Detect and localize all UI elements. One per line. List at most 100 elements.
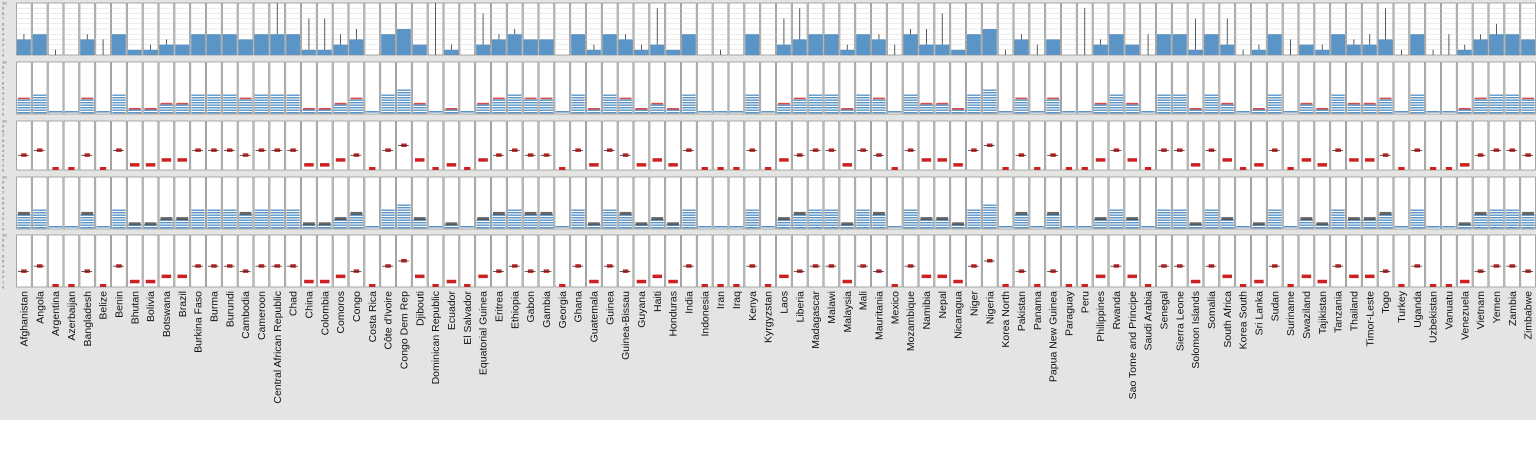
stripe bbox=[207, 224, 221, 226]
stripe bbox=[1093, 109, 1108, 111]
bar bbox=[571, 34, 585, 55]
stripe bbox=[143, 109, 158, 111]
cell-3-3 bbox=[63, 120, 80, 171]
stripe bbox=[1268, 217, 1282, 219]
stripe bbox=[808, 94, 823, 96]
stripe bbox=[935, 222, 949, 224]
stripe bbox=[492, 107, 506, 109]
stripe bbox=[1410, 214, 1424, 216]
cell-frame bbox=[348, 176, 365, 230]
stripe bbox=[80, 217, 94, 219]
stripe bbox=[1157, 212, 1171, 214]
stripe bbox=[903, 212, 918, 214]
cell-3-75 bbox=[1203, 120, 1220, 171]
x-tick-label: Georgia bbox=[557, 291, 569, 329]
cell-4-84 bbox=[1346, 176, 1362, 230]
y-tick-label: 8 bbox=[2, 243, 5, 248]
cell-5-74 bbox=[1187, 234, 1204, 288]
x-tick-label: Turkey bbox=[1396, 290, 1408, 322]
cell-frame bbox=[95, 234, 111, 288]
stripe bbox=[634, 112, 649, 114]
stripe bbox=[1410, 212, 1424, 214]
cell-2-8 bbox=[142, 61, 159, 115]
cell-5-12 bbox=[206, 234, 222, 288]
stripe bbox=[903, 222, 918, 224]
cell-4-77 bbox=[1235, 176, 1251, 230]
stripe bbox=[175, 112, 189, 114]
stripe bbox=[903, 227, 918, 229]
stripe bbox=[1125, 227, 1139, 229]
stripe bbox=[571, 212, 585, 214]
bar bbox=[745, 34, 760, 55]
cell-2-30 bbox=[491, 61, 507, 115]
cell-2-50 bbox=[807, 61, 824, 115]
stripe bbox=[1378, 109, 1393, 111]
cell-4-95 bbox=[1520, 176, 1536, 230]
cell-4-62 bbox=[997, 176, 1014, 230]
cell-4-76 bbox=[1219, 176, 1235, 230]
stripe bbox=[349, 102, 364, 104]
cell-frame bbox=[1029, 61, 1045, 115]
stripe bbox=[1283, 111, 1298, 113]
stripe bbox=[286, 222, 300, 224]
stripe bbox=[1204, 212, 1219, 214]
x-tick-label: Indonesia bbox=[699, 291, 711, 337]
cell-1-68 bbox=[1092, 2, 1109, 56]
stripe bbox=[1378, 217, 1393, 219]
stripe bbox=[17, 224, 31, 226]
cell-frame bbox=[1235, 234, 1251, 288]
stripe bbox=[571, 227, 585, 229]
stripe bbox=[729, 111, 744, 113]
bar bbox=[381, 34, 395, 55]
stripe bbox=[1109, 107, 1124, 109]
x-tick-label: Congo Dem Rep bbox=[398, 291, 410, 369]
cell-2-20 bbox=[332, 61, 349, 115]
stripe bbox=[223, 104, 237, 106]
stripe bbox=[207, 94, 221, 96]
stripe bbox=[1268, 102, 1282, 104]
stripe bbox=[80, 227, 94, 229]
stripe bbox=[745, 107, 759, 109]
cell-4-80 bbox=[1282, 176, 1299, 230]
stripe bbox=[1173, 212, 1187, 214]
stripe bbox=[745, 227, 759, 229]
cell-3-76 bbox=[1219, 120, 1235, 171]
cell-frame bbox=[206, 61, 222, 115]
stripe bbox=[254, 102, 269, 104]
marker bbox=[936, 217, 949, 221]
cell-frame bbox=[95, 120, 111, 171]
cell-4-34 bbox=[554, 176, 570, 230]
stripe bbox=[1299, 219, 1314, 221]
stripe bbox=[983, 107, 997, 109]
cell-frame bbox=[237, 176, 254, 230]
marker bbox=[1287, 167, 1294, 170]
cell-3-16 bbox=[269, 120, 285, 171]
x-tick-label: Laos bbox=[778, 291, 790, 314]
cell-3-70 bbox=[1124, 120, 1140, 171]
marker bbox=[1398, 284, 1405, 287]
stripe bbox=[1204, 214, 1219, 216]
cell-frame bbox=[174, 61, 190, 115]
bar bbox=[666, 49, 680, 55]
x-tick-label: Chad bbox=[288, 291, 300, 316]
cell-4-83 bbox=[1330, 176, 1346, 230]
cell-5-79 bbox=[1267, 234, 1283, 288]
cell-4-89 bbox=[1425, 176, 1441, 230]
cell-2-95 bbox=[1520, 61, 1536, 115]
marker bbox=[841, 108, 854, 110]
bar bbox=[159, 44, 174, 55]
cell-frame bbox=[966, 61, 982, 115]
stripe bbox=[1331, 209, 1345, 211]
marker bbox=[1189, 108, 1202, 110]
stripe bbox=[539, 227, 554, 229]
stripe bbox=[397, 222, 411, 224]
stripe bbox=[302, 112, 316, 114]
stripe bbox=[1410, 112, 1424, 114]
stripe bbox=[634, 227, 649, 229]
cell-1-79 bbox=[1267, 2, 1283, 56]
cell-frame bbox=[237, 234, 254, 288]
cell-2-45 bbox=[728, 61, 745, 115]
cell-5-81 bbox=[1298, 234, 1315, 288]
stripe bbox=[903, 112, 918, 114]
